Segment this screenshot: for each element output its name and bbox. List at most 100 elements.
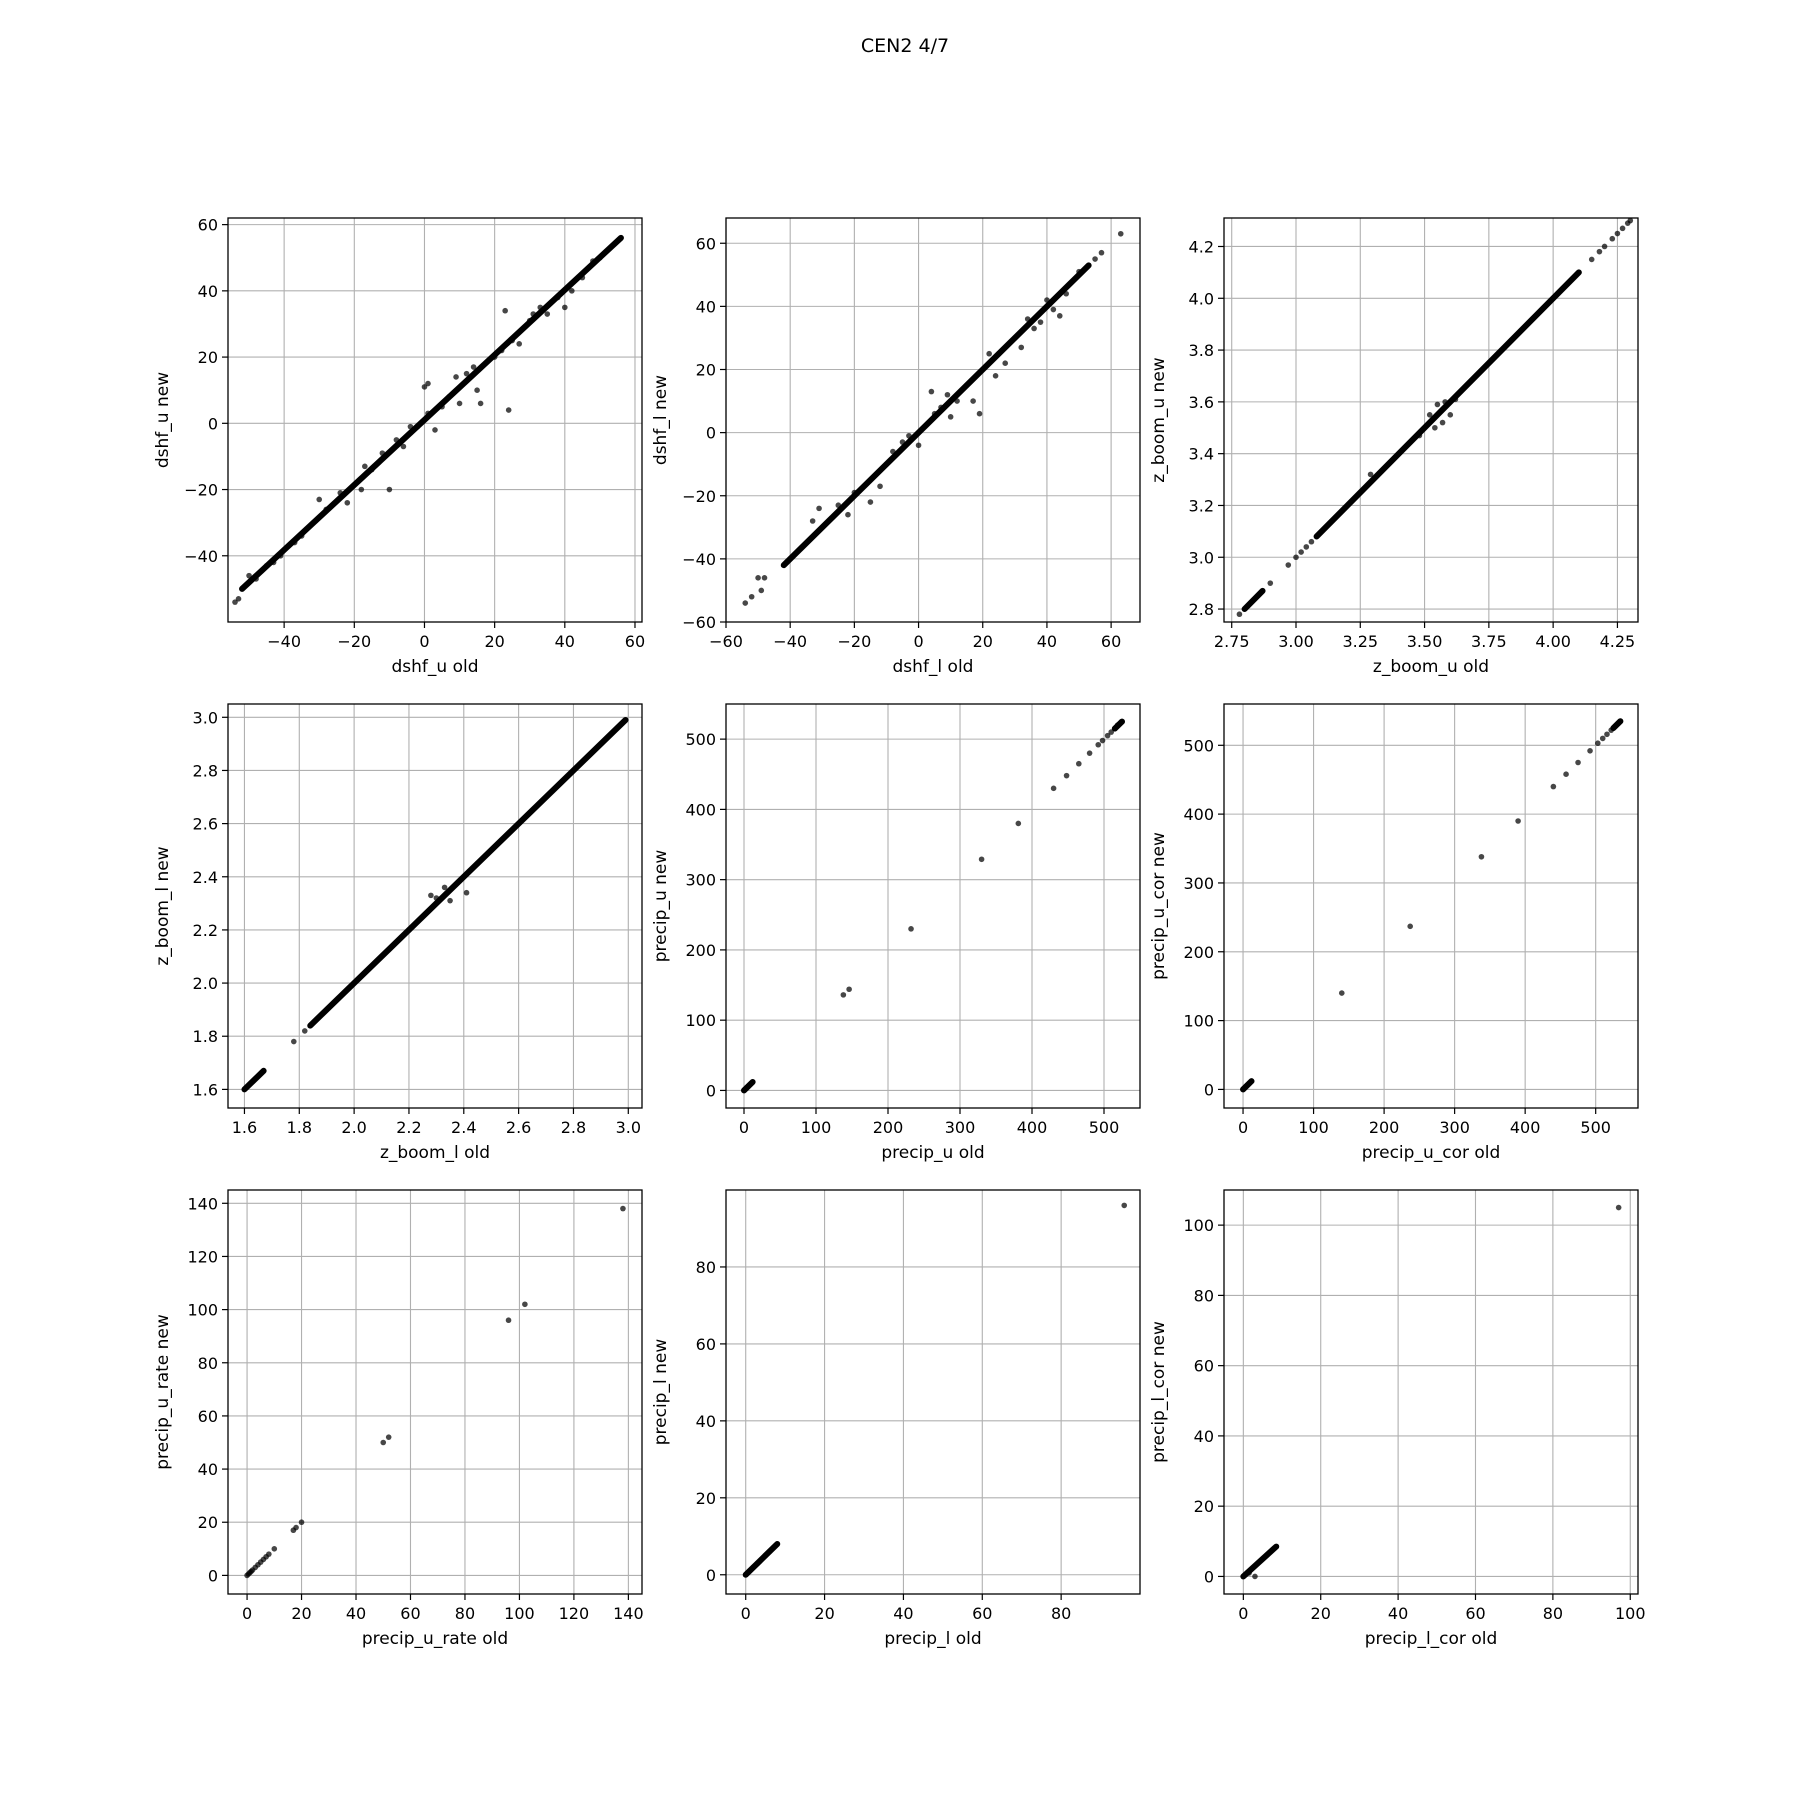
- y-tick-label: 3.2: [1189, 496, 1214, 515]
- data-point: [1086, 750, 1093, 756]
- data-point: [544, 311, 551, 317]
- x-tick-label: 20: [814, 1604, 834, 1623]
- y-axis-label: z_boom_u new: [1149, 357, 1169, 482]
- data-point: [1104, 732, 1111, 739]
- data-point: [441, 884, 448, 891]
- data-point: [1018, 344, 1025, 351]
- data-point: [1121, 1202, 1128, 1209]
- y-tick-label: 2.0: [193, 974, 218, 993]
- y-tick-label: 2.4: [193, 868, 218, 887]
- data-point: [1575, 759, 1581, 766]
- data-point: [754, 1560, 761, 1567]
- x-axis-label: precip_u_cor old: [1362, 1143, 1501, 1163]
- data-point: [1015, 820, 1022, 827]
- dense-point-band: [307, 716, 629, 1029]
- axes-frame: [227, 217, 643, 623]
- data-point: [554, 294, 561, 301]
- axes-frame: [725, 703, 1141, 1109]
- x-tick-label: 2.2: [396, 1118, 421, 1137]
- y-tick-label: 0: [1204, 1080, 1214, 1099]
- data-point: [1012, 335, 1018, 341]
- data-point: [447, 897, 453, 904]
- y-tick-label: 80: [198, 1354, 218, 1373]
- data-point: [851, 489, 858, 496]
- y-tick-label: 0: [706, 1566, 716, 1585]
- x-tick-label: 200: [1369, 1118, 1400, 1137]
- data-point: [1076, 268, 1082, 275]
- data-point: [1407, 923, 1413, 930]
- data-point: [358, 486, 365, 493]
- x-tick-label: −40: [267, 632, 301, 651]
- data-point: [298, 533, 305, 539]
- axes-frame: [227, 1189, 643, 1595]
- data-point: [954, 398, 960, 404]
- data-point: [530, 311, 537, 317]
- data-point: [509, 337, 515, 344]
- data-point: [1095, 741, 1102, 748]
- x-tick-label: 2.75: [1214, 632, 1250, 651]
- y-axis-label: precip_u_cor new: [1149, 832, 1169, 980]
- data-point: [414, 423, 421, 430]
- y-tick-label: 40: [198, 1460, 218, 1479]
- data-point: [1031, 325, 1037, 332]
- x-tick-label: 120: [559, 1604, 590, 1623]
- data-point: [906, 432, 912, 439]
- x-tick-label: 500: [1089, 1118, 1120, 1137]
- y-tick-label: 80: [696, 1258, 716, 1277]
- data-point: [482, 852, 489, 859]
- data-point: [784, 559, 790, 565]
- data-point: [323, 506, 330, 513]
- x-tick-label: 140: [613, 1604, 644, 1623]
- data-point: [380, 1439, 387, 1446]
- data-point: [995, 350, 1002, 357]
- x-tick-label: 80: [1051, 1604, 1071, 1623]
- x-tick-label: 100: [801, 1118, 832, 1137]
- y-tick-label: 40: [696, 297, 716, 316]
- y-tick-label: 100: [1183, 1012, 1214, 1031]
- x-tick-label: 1.8: [287, 1118, 312, 1137]
- data-point: [883, 461, 890, 467]
- x-tick-label: 0: [1238, 1604, 1248, 1623]
- data-point: [758, 1556, 765, 1563]
- data-point: [840, 992, 847, 998]
- data-point: [748, 593, 755, 600]
- data-point: [316, 496, 323, 503]
- data-point: [1447, 412, 1454, 418]
- data-point: [774, 1541, 781, 1547]
- y-tick-label: −60: [682, 613, 716, 632]
- data-point: [1267, 1549, 1274, 1555]
- data-point: [1092, 256, 1098, 262]
- data-point: [944, 391, 951, 398]
- axes-frame: [1223, 1189, 1639, 1595]
- x-tick-label: 3.75: [1471, 632, 1507, 651]
- x-tick-label: 40: [893, 1604, 913, 1623]
- data-point: [1515, 818, 1521, 824]
- data-point: [246, 572, 252, 579]
- data-point: [439, 403, 445, 410]
- y-tick-label: 2.6: [193, 815, 218, 834]
- data-point: [1619, 225, 1626, 232]
- data-point: [235, 596, 242, 602]
- y-tick-label: 400: [685, 800, 716, 819]
- y-tick-label: 1.6: [193, 1080, 218, 1099]
- data-point: [1063, 772, 1070, 779]
- data-point: [562, 304, 568, 311]
- data-point: [1550, 783, 1557, 790]
- y-tick-label: 20: [696, 361, 716, 380]
- data-point: [1056, 313, 1063, 319]
- data-point: [1263, 1552, 1270, 1559]
- y-tick-label: 40: [1194, 1427, 1214, 1446]
- data-point: [337, 490, 344, 496]
- data-point: [922, 423, 928, 430]
- x-tick-label: 300: [1439, 1118, 1470, 1137]
- y-tick-label: 0: [1204, 1567, 1214, 1586]
- data-point: [425, 410, 431, 417]
- x-tick-label: 20: [484, 632, 504, 651]
- data-point: [1478, 853, 1485, 860]
- x-tick-label: 80: [1543, 1604, 1563, 1623]
- data-point: [1252, 1563, 1258, 1569]
- y-tick-label: 0: [208, 414, 218, 433]
- data-point: [992, 373, 999, 379]
- data-point: [1119, 718, 1125, 725]
